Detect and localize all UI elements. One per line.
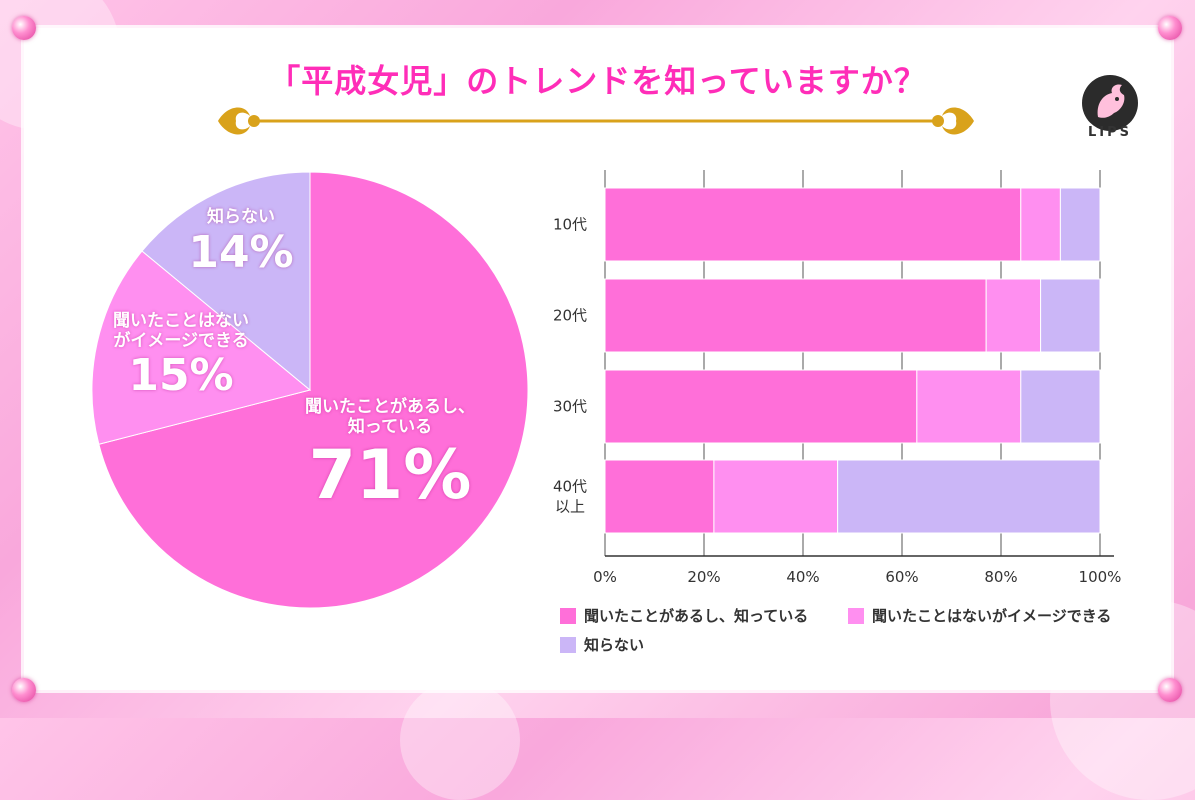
x-tick-label: 100% bbox=[1079, 568, 1122, 586]
legend-swatch-unknown bbox=[560, 636, 576, 653]
page-title: 「平成女児」のトレンドを知っていますか？ bbox=[268, 62, 927, 100]
lips-logo-icon bbox=[1082, 75, 1138, 131]
pie-label-unknown-percent: 14% bbox=[188, 226, 294, 278]
pie-label-heard: 聞いたことはない がイメージできる 15% bbox=[96, 311, 266, 402]
pie-label-know-line2: 知っている bbox=[347, 416, 433, 437]
pie-label-know-percent: 71% bbox=[308, 436, 472, 516]
category-label: 20代 bbox=[553, 307, 587, 325]
pie-label-heard-line1: 聞いたことはない bbox=[113, 311, 249, 331]
legend-item-know: 聞いたことがあるし、知っている bbox=[560, 605, 808, 626]
bar-segment-know bbox=[604, 187, 1022, 262]
pie-slice-unknown bbox=[141, 171, 311, 392]
gold-ornament-divider bbox=[218, 107, 974, 135]
bar-segment-know bbox=[604, 459, 715, 534]
bar-segment-unknown bbox=[1059, 187, 1101, 262]
category-label: 40代以上 bbox=[553, 478, 587, 516]
bar-segment-unknown bbox=[837, 459, 1101, 534]
legend-swatch-know bbox=[560, 607, 576, 624]
pie-slice-heard bbox=[91, 250, 312, 445]
pie-label-know: 聞いたことがあるし、 知っている 71% bbox=[280, 397, 500, 516]
corner-gem-bottom-right bbox=[1158, 678, 1182, 702]
bar-segment-heard bbox=[1020, 187, 1061, 262]
overall-pie-chart bbox=[91, 171, 529, 609]
pie-label-heard-line2: がイメージできる bbox=[113, 330, 249, 351]
x-tick-label: 40% bbox=[786, 568, 819, 586]
bar-segment-heard bbox=[985, 278, 1042, 353]
legend-item-heard: 聞いたことはないがイメージできる bbox=[848, 605, 1111, 626]
x-tick-label: 80% bbox=[984, 568, 1017, 586]
x-tick-label: 20% bbox=[687, 568, 720, 586]
bar-segment-know bbox=[604, 369, 918, 444]
pie-label-unknown: 知らない 14% bbox=[176, 207, 306, 278]
age-stacked-bar-chart: 0% 20% 40% 60% 80% 100% 10代 20代 30代 40代以上 bbox=[553, 170, 1122, 586]
bar-segment-unknown bbox=[1020, 369, 1101, 444]
corner-gem-top-left bbox=[12, 16, 36, 40]
pie-label-heard-percent: 15% bbox=[128, 350, 234, 402]
x-tick-label: 60% bbox=[885, 568, 918, 586]
category-label: 30代 bbox=[553, 398, 587, 416]
category-label: 10代 bbox=[553, 216, 587, 234]
pie-slice-know bbox=[98, 171, 529, 609]
x-tick-label: 0% bbox=[593, 568, 617, 586]
corner-gem-bottom-left bbox=[12, 678, 36, 702]
bar-segment-heard bbox=[916, 369, 1022, 444]
pie-label-know-line1: 聞いたことがあるし、 bbox=[305, 397, 475, 417]
legend-label-heard: 聞いたことはないがイメージできる bbox=[872, 607, 1112, 625]
corner-gem-top-right bbox=[1158, 16, 1182, 40]
bar-segment-unknown bbox=[1040, 278, 1101, 353]
legend-item-unknown: 知らない bbox=[560, 634, 644, 655]
bar-segment-know bbox=[604, 278, 987, 353]
legend-label-unknown: 知らない bbox=[584, 636, 645, 654]
pie-label-unknown-line1: 知らない bbox=[207, 207, 275, 227]
lips-logo-text: LIPS bbox=[1087, 125, 1132, 140]
bar-segment-heard bbox=[713, 459, 839, 534]
legend-swatch-heard bbox=[848, 607, 864, 624]
legend-label-know: 聞いたことがあるし、知っている bbox=[584, 607, 809, 625]
